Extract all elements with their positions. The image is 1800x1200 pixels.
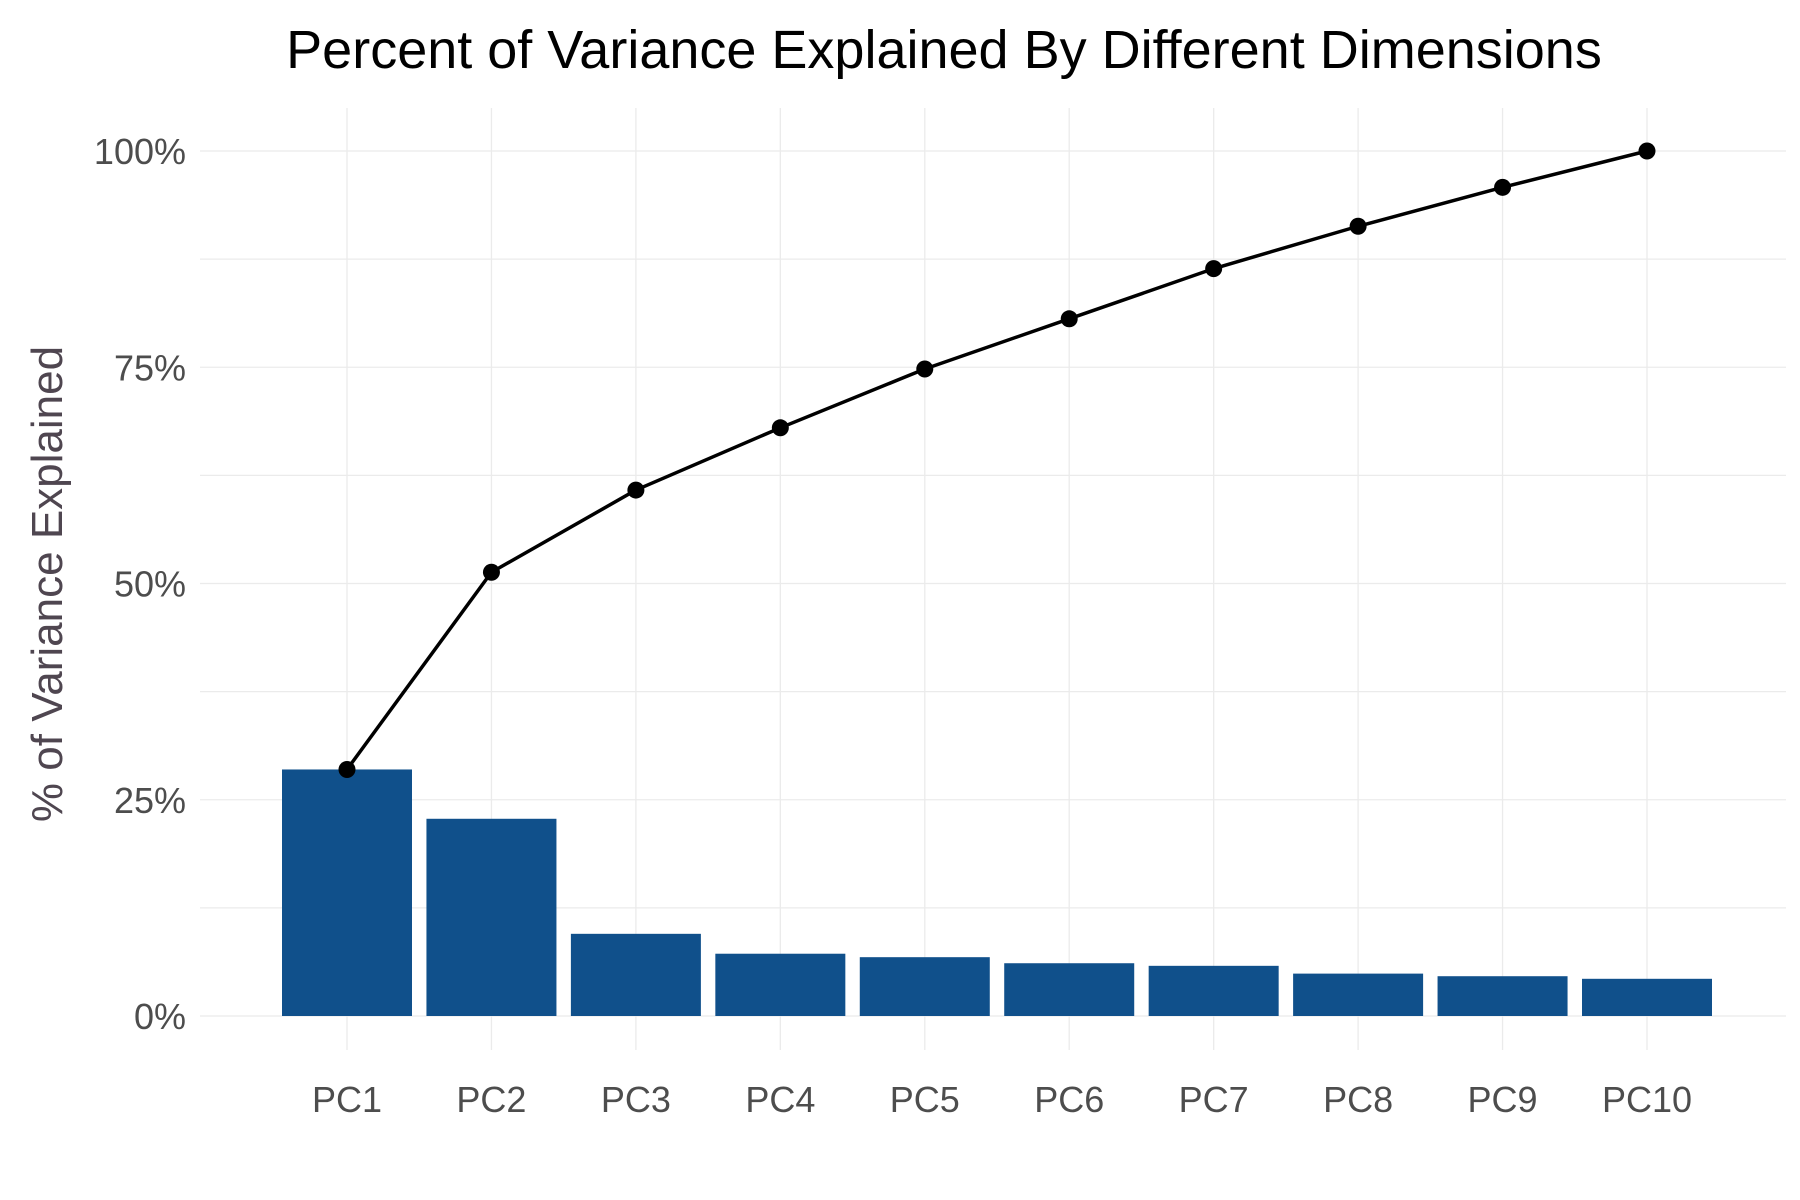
point-pc6: [1060, 310, 1078, 328]
point-pc5: [916, 360, 934, 378]
point-pc1: [338, 760, 356, 778]
y-axis-title: % of Variance Explained: [23, 346, 72, 822]
bar-pc1: [282, 769, 412, 1016]
cumulative-line: [345, 149, 1648, 771]
bar-pc8: [1293, 973, 1424, 1016]
gridlines: [200, 108, 1786, 1050]
x-tick-label: PC5: [890, 1079, 960, 1120]
x-tick-label: PC9: [1468, 1079, 1538, 1120]
bar-pc5: [859, 957, 990, 1016]
cumulative-line-path: [345, 149, 1648, 771]
bar-pc9: [1437, 976, 1568, 1016]
cumulative-points: [338, 142, 1656, 778]
bars: [282, 769, 1712, 1016]
x-tick-label: PC7: [1179, 1079, 1249, 1120]
y-tick-label: 100%: [94, 131, 186, 172]
bar-pc7: [1148, 965, 1279, 1016]
bar-pc3: [570, 933, 701, 1016]
point-pc9: [1494, 178, 1512, 196]
point-pc4: [771, 419, 789, 437]
point-pc7: [1205, 260, 1223, 278]
x-axis-ticks: PC1 PC2 PC3 PC4 PC5 PC6 PC7 PC8 PC9 PC10: [312, 1079, 1692, 1120]
point-pc10: [1638, 142, 1656, 160]
x-tick-label: PC8: [1323, 1079, 1393, 1120]
y-tick-label: 50%: [114, 564, 186, 605]
x-tick-label: PC1: [312, 1079, 382, 1120]
point-pc3: [627, 481, 645, 499]
x-tick-label: PC4: [745, 1079, 815, 1120]
y-tick-label: 25%: [114, 780, 186, 821]
bar-pc10: [1582, 978, 1712, 1016]
x-tick-label: PC2: [456, 1079, 526, 1120]
y-axis-ticks: 0% 25% 50% 75% 100%: [94, 131, 186, 1037]
y-tick-label: 0%: [134, 996, 186, 1037]
x-tick-label: PC3: [601, 1079, 671, 1120]
bar-pc2: [426, 818, 557, 1016]
point-pc8: [1349, 217, 1367, 235]
x-tick-label: PC10: [1602, 1079, 1692, 1120]
bar-pc6: [1004, 963, 1135, 1016]
point-pc2: [482, 563, 500, 581]
bar-pc4: [715, 953, 846, 1016]
chart-title: Percent of Variance Explained By Differe…: [286, 20, 1602, 80]
x-tick-label: PC6: [1034, 1079, 1104, 1120]
y-tick-label: 75%: [114, 347, 186, 388]
